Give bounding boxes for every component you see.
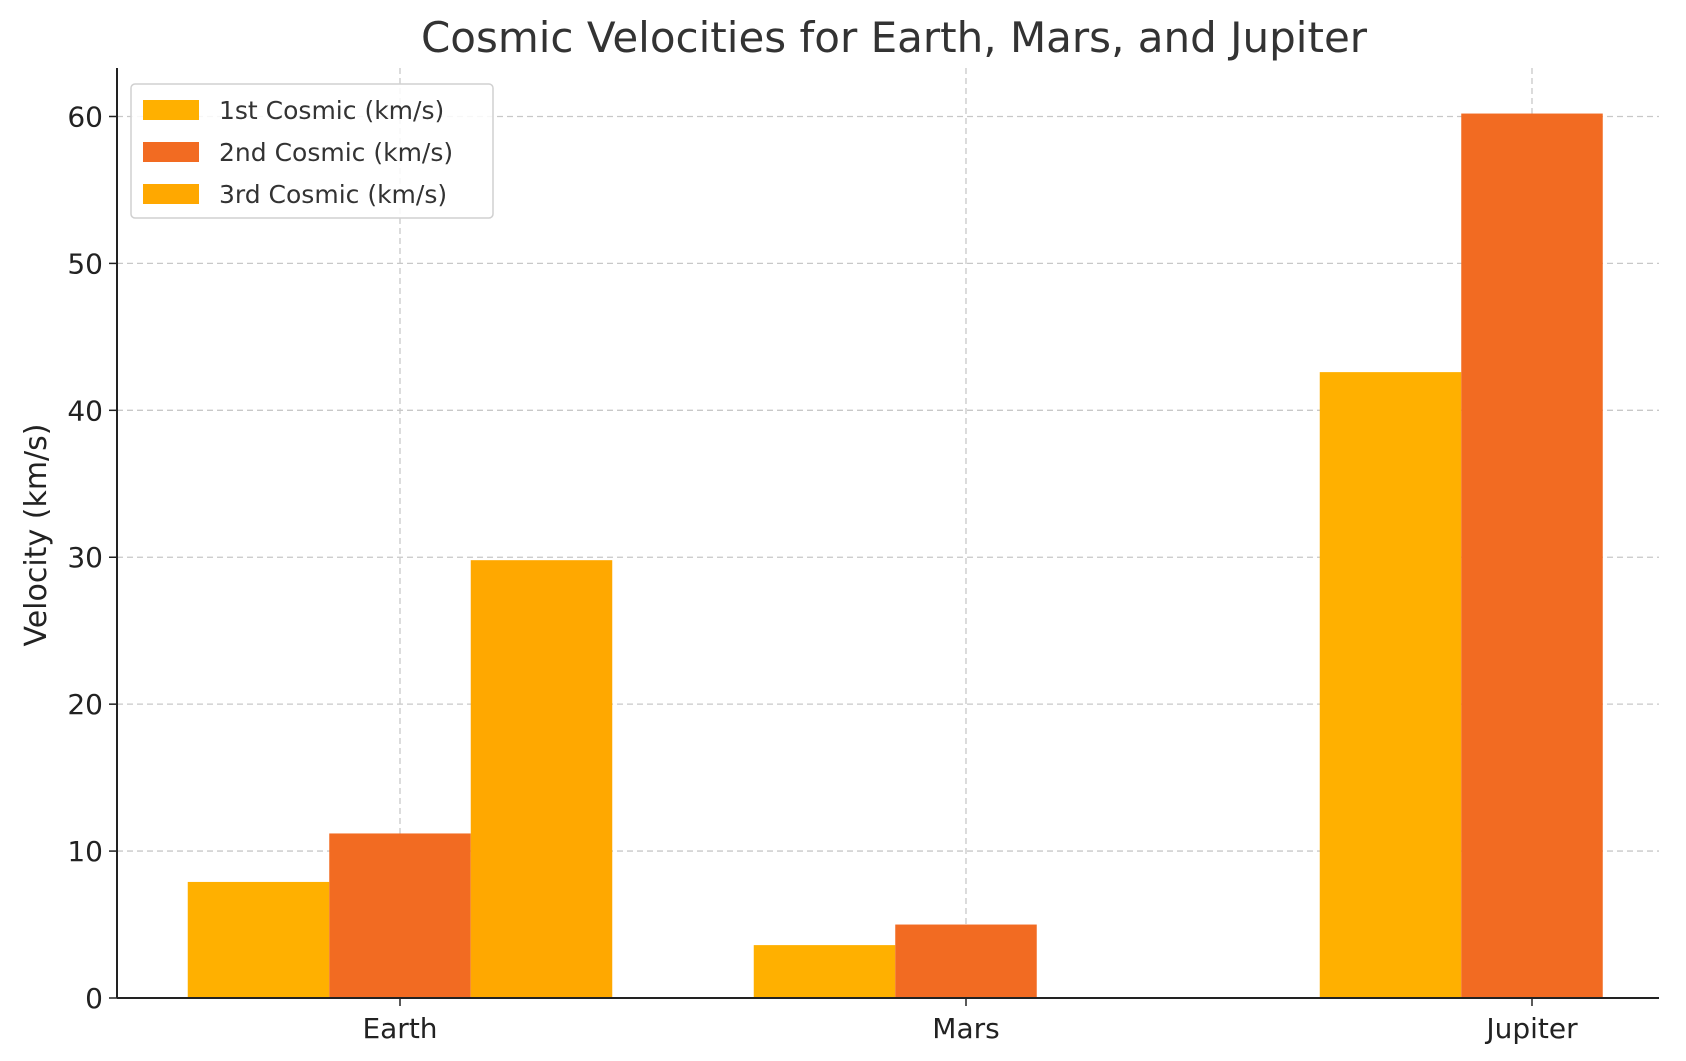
legend-swatch [143,142,199,162]
legend-label: 1st Cosmic (km/s) [219,96,444,125]
legend-box [130,83,494,219]
bar-jupiter-series-1 [1319,372,1462,998]
legend-label: 2nd Cosmic (km/s) [219,138,453,167]
y-tick-label: 40 [67,394,103,427]
y-tick-label: 0 [85,982,103,1015]
legend-swatch [143,184,199,204]
legend: 1st Cosmic (km/s) 2nd Cosmic (km/s) 3rd Co… [130,83,494,219]
bar-mars-series-2 [895,924,1037,998]
y-axis-label: Velocity (km/s) [19,424,54,647]
y-tick-label: 10 [67,835,103,868]
tick-labels: 0 10 20 30 40 50 60 Earth Mars Jupiter [67,100,1578,1045]
legend-label: 3rd Cosmic (km/s) [219,180,447,209]
bar-earth-series-3 [470,560,613,998]
axes [109,68,1659,1006]
bar-earth-series-1 [187,881,330,998]
y-tick-label: 20 [67,688,103,721]
y-tick-label: 30 [67,541,103,574]
y-tick-label: 60 [67,100,103,133]
bar-mars-series-1 [753,945,896,998]
bars [187,113,1603,998]
x-tick-label: Mars [932,1012,999,1045]
y-tick-label: 50 [67,247,103,280]
x-tick-label: Jupiter [1484,1012,1578,1045]
bar-earth-series-2 [329,833,471,998]
legend-swatch [143,100,199,120]
chart-title: Cosmic Velocities for Earth, Mars, and J… [421,13,1368,62]
x-tick-label: Earth [362,1012,437,1045]
bar-jupiter-series-2 [1461,113,1603,998]
